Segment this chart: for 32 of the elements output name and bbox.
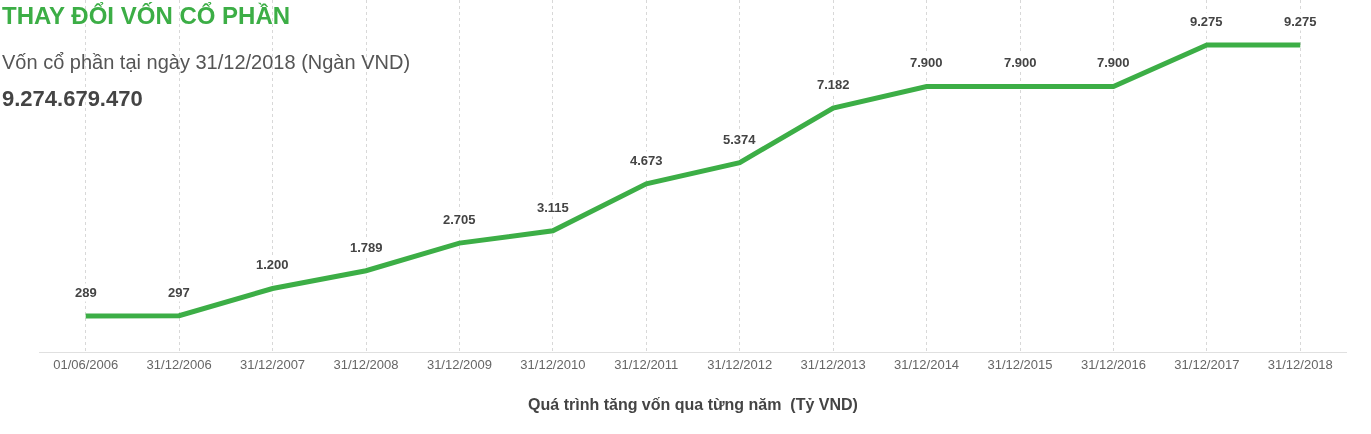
data-label: 7.900 <box>910 55 943 70</box>
data-label: 289 <box>75 285 97 300</box>
x-tick-label: 31/12/2018 <box>1267 356 1333 372</box>
x-tick-label: 01/06/2006 <box>53 356 119 372</box>
x-tick-label: 31/12/2009 <box>426 356 492 372</box>
x-tick-label: 31/12/2008 <box>333 356 399 372</box>
data-label: 1.789 <box>350 240 383 255</box>
x-axis-title: Quá trình tăng vốn qua từng năm (Tỷ VND) <box>528 396 858 414</box>
chart-subtitle: Vốn cổ phần tại ngày 31/12/2018 (Ngàn VND) <box>2 51 411 73</box>
annotation: 9.274.679.470 <box>2 86 143 111</box>
data-label: 5.374 <box>723 132 757 147</box>
data-label: 7.900 <box>1097 55 1130 70</box>
x-tick-label: 31/12/2011 <box>614 356 679 372</box>
data-label: 7.900 <box>1004 55 1037 70</box>
x-tick-label: 31/12/2015 <box>987 356 1053 372</box>
chart-title: THAY ĐỔI VỐN CỔ PHẦN <box>2 2 291 29</box>
data-label: 1.200 <box>256 257 289 272</box>
x-tick-label: 31/12/2010 <box>520 356 586 372</box>
data-label: 7.182 <box>817 77 850 92</box>
data-label: 3.115 <box>537 200 569 215</box>
x-tick-label: 31/12/2007 <box>240 356 306 372</box>
x-tick-label: 31/12/2012 <box>707 356 773 372</box>
x-tick-label: 31/12/2014 <box>894 356 960 372</box>
data-label: 2.705 <box>443 212 476 227</box>
data-label: 9.275 <box>1284 14 1317 29</box>
data-label: 9.275 <box>1190 14 1223 29</box>
data-label: 4.673 <box>630 153 663 168</box>
x-tick-label: 31/12/2013 <box>800 356 866 372</box>
x-tick-label: 31/12/2006 <box>146 356 212 372</box>
x-tick-label: 31/12/2017 <box>1174 356 1240 372</box>
x-tick-label: 31/12/2016 <box>1080 356 1146 372</box>
data-label: 297 <box>168 285 190 300</box>
